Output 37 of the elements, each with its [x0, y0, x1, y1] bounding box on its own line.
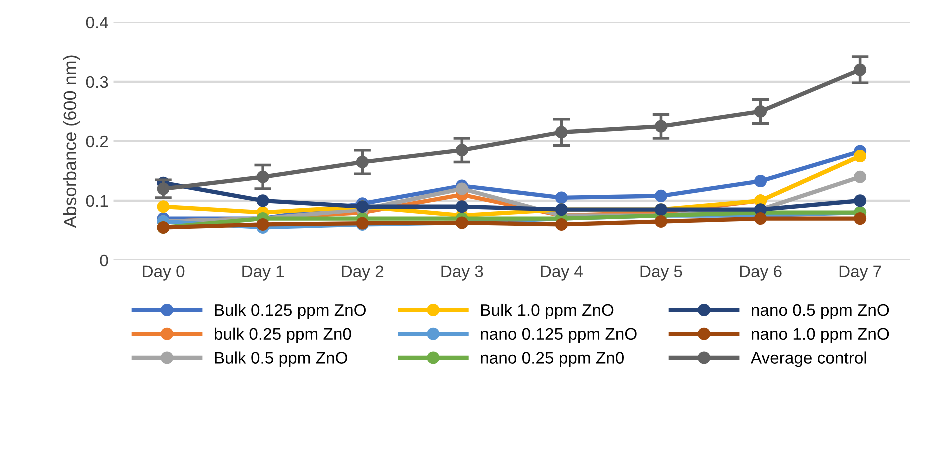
legend-label: bulk 0.25 ppm Zn0 — [215, 328, 352, 344]
x-tick-label: Day 1 — [242, 266, 284, 281]
point — [754, 175, 768, 188]
y-axis-title: Absorbance (600 nm) — [63, 56, 80, 228]
y-tick-label: 0.3 — [86, 76, 108, 88]
point — [754, 212, 768, 226]
point — [555, 218, 568, 231]
legend-label: nano 1.0 ppm ZnO — [752, 328, 890, 344]
point — [456, 200, 468, 214]
point — [256, 218, 270, 231]
x-tick-label: Day 3 — [442, 266, 484, 281]
point — [555, 192, 568, 204]
point — [654, 190, 668, 202]
y-tick-label: 0.4 — [86, 16, 108, 29]
legend-label: nano 0.25 ppm Zn0 — [481, 352, 624, 368]
point — [157, 200, 170, 214]
point — [854, 170, 867, 184]
point — [456, 182, 468, 196]
y-tick-label: 0.1 — [86, 195, 108, 208]
legend-label: nano 0.125 ppm ZnO — [481, 328, 637, 344]
legend-label: Bulk 0.125 ppm ZnO — [215, 304, 366, 320]
x-tick-label: Day 7 — [840, 266, 882, 281]
point — [854, 212, 867, 226]
legend-label: Average control — [750, 352, 866, 368]
legend-label: Bulk 0.5 ppm ZnO — [215, 352, 348, 368]
y-tick-label: 0.2 — [86, 136, 108, 148]
y-tick-label: 0 — [100, 254, 108, 267]
x-tick-label: Day 5 — [640, 266, 682, 281]
legend-label: nano 0.5 ppm ZnO — [752, 304, 890, 320]
point — [654, 216, 668, 228]
x-tick-label: Day 4 — [541, 266, 583, 281]
x-tick-label: Day 6 — [740, 266, 782, 281]
point — [256, 194, 270, 208]
legend-label: Bulk 1.0 ppm ZnO — [481, 304, 614, 320]
x-tick-label: Day 0 — [143, 266, 185, 281]
point — [854, 194, 867, 208]
x-tick-label: Day 2 — [342, 266, 384, 281]
